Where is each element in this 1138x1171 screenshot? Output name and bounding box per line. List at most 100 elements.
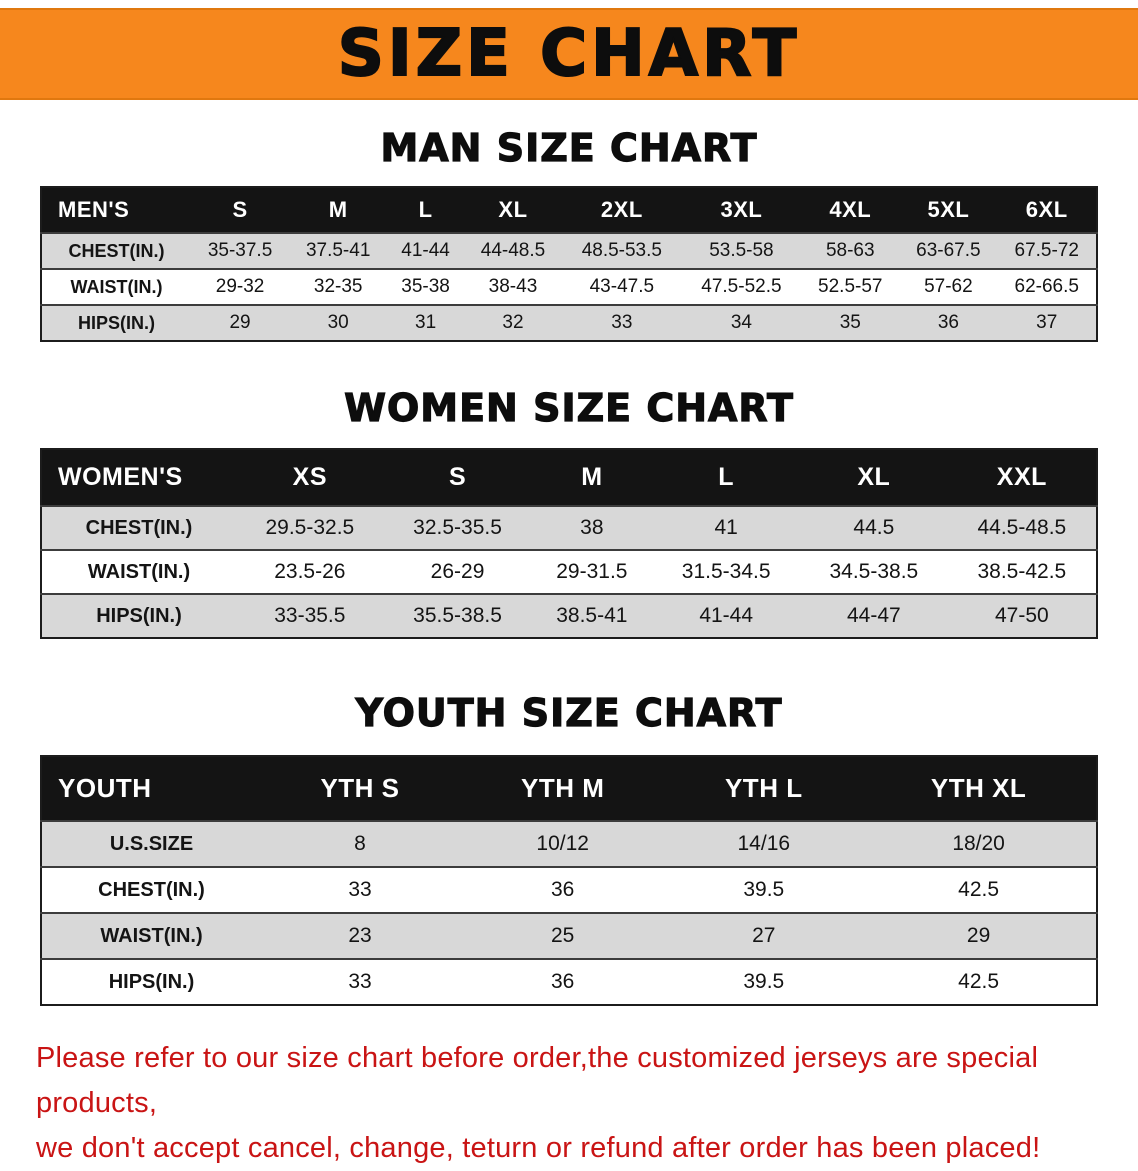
row-label-cell: CHEST(IN.) [68,240,165,261]
table-corner-cell: WOMEN'S [41,449,236,506]
row-label-cell: CHEST(IN.) [85,516,193,539]
measurement-value-cell: 44-48.5 [480,240,546,261]
table-row: CHEST(IN.) 33 36 39.5 42.5 [41,867,1097,913]
measurement-value-cell: 35-37.5 [207,240,273,261]
measurement-value-cell: 42.5 [958,878,1000,901]
table-row: WAIST(IN.) 23 25 27 29 [41,913,1097,959]
measurement-value-cell: 41-44 [699,604,754,627]
measurement-value-cell: 41-44 [401,240,450,261]
women-chart-heading: WOMEN SIZE CHART [343,385,794,430]
measurement-value-cell: 58-63 [825,240,875,261]
measurement-value-cell: 67.5-72 [1014,240,1079,261]
measurement-value-cell: 33 [348,878,372,901]
size-header-cell: 6XL [997,187,1097,233]
size-header-cell: 5XL [899,187,998,233]
size-header-cell: L [652,449,801,506]
measurement-value-cell: 44.5-48.5 [977,516,1067,539]
measurement-value-cell: 8 [354,832,366,855]
size-header-cell: S [191,187,290,233]
measurement-value-cell: 14/16 [737,832,791,855]
measurement-value-cell: 62-66.5 [1014,276,1079,297]
size-chart-page: SIZE CHART MAN SIZE CHART MEN'S S M L XL 2XL 3… [0,8,1138,1164]
row-label-cell: HIPS(IN.) [77,312,155,333]
measurement-value-cell: 32-35 [313,276,363,297]
measurement-value-cell: 10/12 [536,832,589,855]
measurement-value-cell: 29.5-32.5 [265,516,355,539]
measurement-value-cell: 29-31.5 [556,560,628,583]
size-header-cell: YTH L [666,756,862,821]
size-header-cell: M [531,449,653,506]
size-header-cell: S [383,449,532,506]
women-size-section: WOMEN SIZE CHART WOMEN'S XS S M L XL XXL CHEST(… [0,385,1138,639]
measurement-value-cell: 38-43 [488,276,538,297]
size-header-cell: 4XL [801,187,900,233]
men-chart-heading: MAN SIZE CHART [380,125,758,170]
measurement-value-cell: 38.5-41 [556,604,628,627]
women-size-table: WOMEN'S XS S M L XL XXL CHEST(IN.) 29.5-32.5 32.5… [40,448,1098,639]
measurement-value-cell: 30 [327,312,349,333]
size-header-cell: XL [463,187,563,233]
measurement-value-cell: 31 [415,312,437,333]
table-row: CHEST(IN.) 29.5-32.5 32.5-35.5 38 41 44.5 44.5… [41,506,1097,550]
size-header-cell: 3XL [681,187,802,233]
measurement-value-cell: 25 [551,924,575,947]
measurement-value-cell: 36 [551,878,575,901]
measurement-value-cell: 33-35.5 [274,604,346,627]
size-header-cell: XL [800,449,948,506]
measurement-value-cell: 34 [730,312,752,333]
measurement-value-cell: 32.5-35.5 [413,516,502,539]
measurement-value-cell: 47.5-52.5 [701,276,782,297]
row-label-cell: CHEST(IN.) [98,878,205,901]
measurement-value-cell: 37 [1036,312,1058,333]
table-row: HIPS(IN.) 33-35.5 35.5-38.5 38.5-41 41-44 44-… [41,594,1097,638]
measurement-value-cell: 43-47.5 [589,276,655,297]
measurement-value-cell: 33 [611,312,633,333]
measurement-value-cell: 35 [839,312,861,333]
table-row: HIPS(IN.) 29 30 31 32 33 34 35 36 37 [41,305,1097,341]
table-header-row: MEN'S S M L XL 2XL 3XL 4XL 5XL 6XL [41,187,1097,233]
measurement-value-cell: 41 [714,516,738,539]
size-header-cell: M [289,187,388,233]
table-corner-cell: MEN'S [41,187,191,233]
page-title: SIZE CHART [337,17,801,91]
measurement-value-cell: 27 [752,924,776,947]
measurement-value-cell: 53.5-58 [709,240,774,261]
table-row: WAIST(IN.) 29-32 32-35 35-38 38-43 43-47.5 47.… [41,269,1097,305]
measurement-value-cell: 63-67.5 [916,240,981,261]
measurement-value-cell: 36 [937,312,959,333]
measurement-value-cell: 47-50 [994,604,1049,627]
youth-chart-heading: YOUTH SIZE CHART [355,690,783,735]
measurement-value-cell: 39.5 [743,878,785,901]
table-corner-cell: YOUTH [41,756,261,821]
measurement-value-cell: 23.5-26 [274,560,346,583]
measurement-value-cell: 29 [966,924,991,947]
size-header-cell: XS [236,449,384,506]
measurement-value-cell: 35-38 [401,276,450,297]
table-row: CHEST(IN.) 35-37.5 37.5-41 41-44 44-48.5 48.5… [41,233,1097,269]
row-label-cell: WAIST(IN.) [87,560,191,583]
measurement-value-cell: 26-29 [430,560,485,583]
size-header-cell: L [387,187,464,233]
size-header-cell: YTH S [261,756,459,821]
measurement-value-cell: 57-62 [924,276,973,297]
youth-size-section: YOUTH SIZE CHART YOUTH YTH S YTH M YTH L YTH… [0,690,1138,1006]
measurement-value-cell: 37.5-41 [305,240,371,261]
measurement-value-cell: 35.5-38.5 [413,604,502,627]
measurement-value-cell: 23 [348,924,372,947]
disclaimer-line-1: Please refer to our size chart before or… [36,1042,1039,1119]
table-header-row: YOUTH YTH S YTH M YTH L YTH XL [41,756,1097,821]
measurement-value-cell: 32 [502,312,524,333]
size-header-cell: YTH M [459,756,667,821]
disclaimer-line-2: we don't accept cancel, change, teturn o… [36,1131,1041,1164]
table-row: HIPS(IN.) 33 36 39.5 42.5 [41,959,1097,1005]
measurement-value-cell: 44.5 [853,516,895,539]
measurement-value-cell: 34.5-38.5 [829,560,919,583]
size-chart-banner: SIZE CHART [0,8,1138,100]
size-header-cell: XXL [947,449,1097,506]
table-row: U.S.SIZE 8 10/12 14/16 18/20 [41,821,1097,867]
table-header-row: WOMEN'S XS S M L XL XXL [41,449,1097,506]
measurement-value-cell: 33 [348,970,372,993]
measurement-value-cell: 38 [580,516,604,539]
measurement-value-cell: 48.5-53.5 [581,240,662,261]
measurement-value-cell: 29 [229,312,251,333]
